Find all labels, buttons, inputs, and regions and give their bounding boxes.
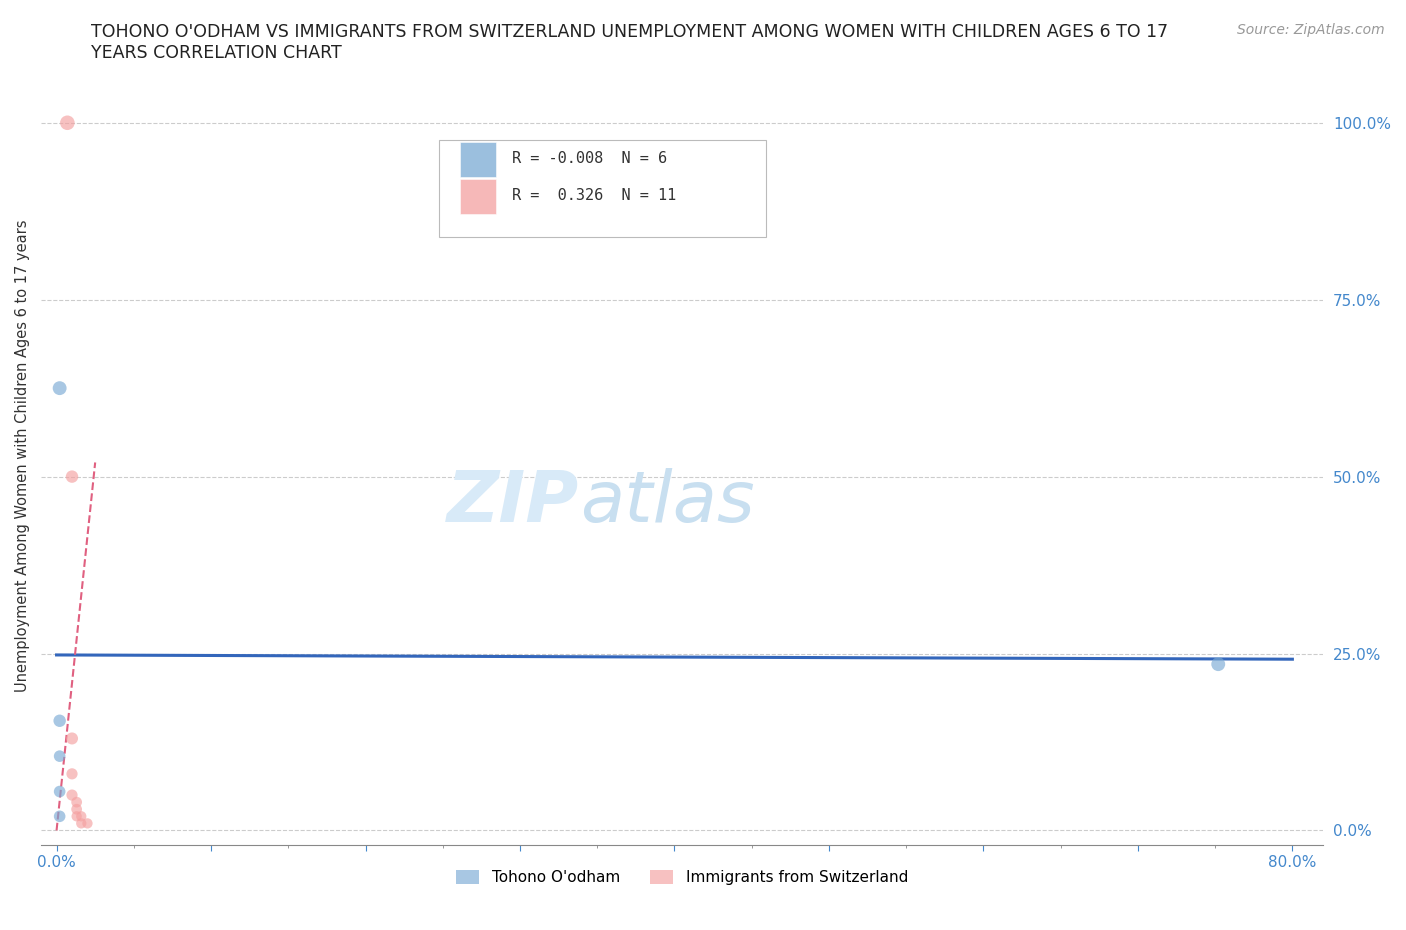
Point [60,766,83,781]
Text: R = -0.008  N = 6: R = -0.008 N = 6 [512,151,666,166]
Point [48,809,70,824]
Y-axis label: Unemployment Among Women with Children Ages 6 to 17 years: Unemployment Among Women with Children A… [15,219,30,692]
Text: ZIP: ZIP [447,468,579,537]
Text: TOHONO O'ODHAM VS IMMIGRANTS FROM SWITZERLAND UNEMPLOYMENT AMONG WOMEN WITH CHIL: TOHONO O'ODHAM VS IMMIGRANTS FROM SWITZE… [91,23,1168,41]
Point [66,795,89,810]
Point [48,380,70,395]
FancyBboxPatch shape [439,140,765,237]
Text: atlas: atlas [579,468,754,537]
Point [60,469,83,484]
Point [70,816,93,830]
Point [76,816,98,830]
Text: R =  0.326  N = 11: R = 0.326 N = 11 [512,188,676,203]
Point [48,713,70,728]
Point [70,809,93,824]
Point [48,784,70,799]
Text: Source: ZipAtlas.com: Source: ZipAtlas.com [1237,23,1385,37]
Text: YEARS CORRELATION CHART: YEARS CORRELATION CHART [91,44,342,61]
Bar [460,179,496,214]
Bar [460,141,496,177]
Point [66,802,89,817]
Point [60,731,83,746]
Point [48,749,70,764]
Point [66,809,89,824]
Point [1206,657,1229,671]
Point [60,788,83,803]
Point [56,115,79,130]
Legend: Tohono O'odham, Immigrants from Switzerland: Tohono O'odham, Immigrants from Switzerl… [450,864,914,892]
